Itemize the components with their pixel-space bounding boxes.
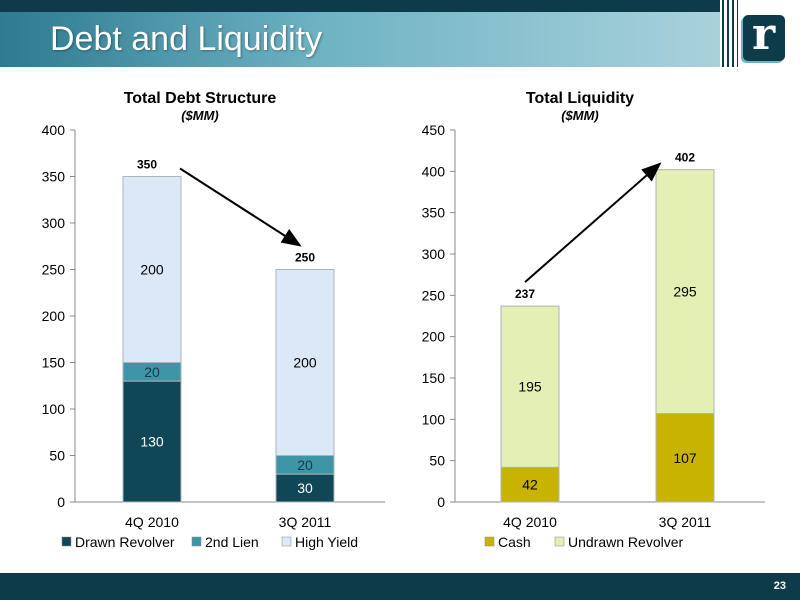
y-tick-label: 350 [422, 205, 446, 221]
data-label: 20 [144, 364, 160, 380]
logo-stripes [722, 0, 738, 67]
y-tick-label: 400 [42, 122, 66, 138]
bar-segment [655, 169, 715, 415]
legend-swatch [191, 536, 202, 547]
page-number: 23 [773, 580, 786, 592]
y-tick-label: 150 [42, 355, 66, 371]
data-label: 107 [673, 450, 697, 466]
y-tick-label: 200 [42, 308, 66, 324]
y-tick-label: 450 [422, 122, 446, 138]
data-label: 42 [522, 477, 538, 493]
data-label: 200 [293, 355, 317, 371]
y-tick-label: 100 [422, 411, 446, 427]
total-label: 250 [295, 251, 315, 265]
y-tick-label: 350 [42, 169, 66, 185]
chart1-axes: 0 50 100 150 200 250 300 350 400 4Q 2010 3Q 2011 [42, 122, 385, 530]
legend-label: High Yield [295, 534, 358, 550]
data-label: 295 [673, 284, 697, 300]
data-label: 20 [297, 457, 313, 473]
chart2-axes: 0 50 100 150 200 250 300 350 400 450 4Q 2010 3Q 201… [422, 122, 765, 530]
data-label: 200 [140, 262, 164, 278]
y-tick-label: 250 [42, 262, 66, 278]
legend-swatch [281, 536, 292, 547]
legend-label: Drawn Revolver [75, 534, 175, 550]
chart1-bars: 130 20 200 350 30 20 200 250 [122, 158, 335, 503]
chart2-bars: 42 195 237 107 295 402 [500, 151, 715, 503]
data-label: 195 [518, 379, 542, 395]
x-tick-label: 4Q 2010 [125, 514, 179, 530]
chart2-subtitle: ($MM) [561, 108, 599, 123]
legend-swatch [61, 536, 72, 547]
y-tick-label: 0 [437, 494, 445, 510]
chart1-title: Total Debt Structure [124, 90, 277, 107]
y-tick-label: 0 [57, 494, 65, 510]
chart2-trend-arrow [524, 162, 662, 283]
x-tick-label: 3Q 2011 [659, 514, 712, 530]
data-label: 30 [297, 480, 313, 496]
chart1-subtitle: ($MM) [181, 108, 219, 123]
footer-bar: 23 [0, 573, 800, 600]
x-tick-label: 3Q 2011 [279, 514, 332, 530]
top-strip [0, 0, 800, 12]
y-tick-label: 150 [422, 370, 446, 386]
y-tick-label: 200 [422, 329, 446, 345]
legend-label: Undrawn Revolver [568, 534, 683, 550]
data-label: 130 [140, 434, 164, 450]
total-label: 402 [675, 151, 695, 165]
chart1-trend-arrow [179, 167, 302, 247]
bar-segment [122, 176, 182, 363]
chart2-legend: Cash Undrawn Revolver [484, 534, 683, 550]
legend-label: 2nd Lien [205, 534, 259, 550]
y-tick-label: 250 [422, 287, 446, 303]
legend-swatch [484, 536, 495, 547]
charts-area: Total Debt Structure ($MM) 0501001502002… [42, 90, 765, 550]
y-tick-label: 50 [429, 453, 445, 469]
legend-label: Cash [498, 534, 531, 550]
x-tick-label: 4Q 2010 [503, 514, 557, 530]
y-tick-label: 50 [49, 448, 65, 464]
total-label: 350 [137, 158, 157, 172]
y-tick-label: 100 [42, 401, 66, 417]
bar-segment [275, 269, 335, 456]
r-logo-icon: r [743, 9, 785, 61]
title-band [0, 12, 720, 67]
page-title: Debt and Liquidity [50, 20, 323, 58]
chart2-title: Total Liquidity [526, 90, 634, 107]
bar-segment [500, 305, 560, 468]
y-tick-label: 400 [422, 163, 446, 179]
total-label: 237 [515, 287, 535, 301]
chart1-legend: Drawn Revolver 2nd Lien High Yield [61, 534, 358, 550]
y-tick-label: 300 [422, 246, 446, 262]
legend-swatch [554, 536, 565, 547]
y-tick-label: 300 [42, 215, 66, 231]
